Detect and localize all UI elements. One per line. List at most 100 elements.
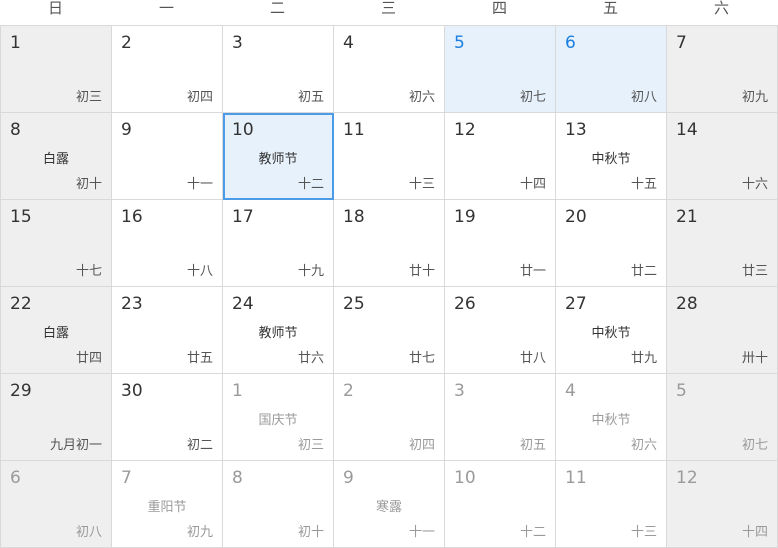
day-number: 8	[232, 468, 243, 488]
day-cell[interactable]: 21 廿三	[667, 200, 778, 287]
day-cell[interactable]: 1 国庆节 初三	[223, 374, 334, 461]
day-cell[interactable]: 20 廿二	[556, 200, 667, 287]
day-cell[interactable]: 24 教师节廿六	[223, 287, 334, 374]
lunar-date: 廿九	[630, 351, 657, 366]
day-cell[interactable]: 4 中秋节 初六	[556, 374, 667, 461]
day-cell[interactable]: 5 初七	[445, 26, 556, 113]
day-cell[interactable]: 13 中秋节 十五	[556, 113, 667, 200]
day-number: 23	[121, 294, 143, 314]
lunar-date: 十一	[186, 177, 213, 192]
day-cell[interactable]: 17 十九	[223, 200, 334, 287]
lunar-date: 十二	[297, 177, 324, 192]
day-cell[interactable]: 6 初八	[556, 26, 667, 113]
day-number: 22	[10, 294, 32, 314]
day-cell[interactable]: 7 重阳节 初九	[112, 461, 223, 548]
day-number: 5	[676, 381, 687, 401]
lunar-date: 初六	[630, 438, 657, 453]
lunar-date: 十四	[741, 525, 768, 540]
day-cell[interactable]: 8 初十	[223, 461, 334, 548]
festival-label: 白露	[42, 152, 69, 167]
day-number: 3	[232, 33, 243, 53]
day-number: 11	[565, 468, 587, 488]
day-cell[interactable]: 6 初八	[1, 461, 112, 548]
festival-label: 中秋节	[591, 326, 631, 341]
lunar-date: 初八	[630, 90, 657, 105]
festival-label: 重阳节	[147, 500, 187, 515]
festival-label: 中秋节	[591, 152, 631, 167]
day-cell[interactable]: 7 初九	[667, 26, 778, 113]
day-cell[interactable]: 12 十四	[667, 461, 778, 548]
lunar-date: 十六	[741, 177, 768, 192]
weekday-fri: 五	[602, 0, 618, 17]
day-cell[interactable]: 8 白露 初十	[1, 113, 112, 200]
day-number: 24	[232, 294, 254, 314]
lunar-date: 十四	[519, 177, 546, 192]
lunar-date: 初十	[297, 525, 324, 540]
day-cell[interactable]: 2 初四	[112, 26, 223, 113]
day-number: 8	[10, 120, 21, 140]
day-number: 1	[10, 33, 21, 53]
day-cell[interactable]: 18 廿十	[334, 200, 445, 287]
day-cell[interactable]: 26 廿八	[445, 287, 556, 374]
day-cell[interactable]: 11 十三	[556, 461, 667, 548]
lunar-date: 初八	[75, 525, 102, 540]
day-number: 3	[454, 381, 465, 401]
lunar-date: 十八	[186, 264, 213, 279]
day-cell[interactable]: 2 初四	[334, 374, 445, 461]
day-cell[interactable]: 9 十一	[112, 113, 223, 200]
day-cell[interactable]: 14 十六	[667, 113, 778, 200]
weekday-sun: 日	[47, 0, 63, 17]
day-number: 2	[343, 381, 354, 401]
day-cell[interactable]: 12 十四	[445, 113, 556, 200]
festival-label: 国庆节	[258, 413, 298, 428]
day-cell[interactable]: 10 十二	[445, 461, 556, 548]
day-number: 27	[565, 294, 587, 314]
weekday-sat: 六	[713, 0, 729, 17]
day-cell[interactable]: 25 廿七	[334, 287, 445, 374]
lunar-date: 十九	[297, 264, 324, 279]
day-number: 11	[343, 120, 365, 140]
day-cell[interactable]: 29 九月初一	[1, 374, 112, 461]
day-number: 5	[454, 33, 465, 53]
day-number: 9	[121, 120, 132, 140]
day-cell[interactable]: 5 初七	[667, 374, 778, 461]
lunar-date: 初七	[519, 90, 546, 105]
lunar-date: 初四	[408, 438, 435, 453]
day-cell[interactable]: 28 卅十	[667, 287, 778, 374]
lunar-date: 初六	[408, 90, 435, 105]
day-cell[interactable]: 11 十三	[334, 113, 445, 200]
lunar-date: 初二	[186, 438, 213, 453]
day-cell[interactable]: 22 白露 廿四	[1, 287, 112, 374]
day-cell[interactable]: 16 十八	[112, 200, 223, 287]
day-number: 9	[343, 468, 354, 488]
lunar-date: 廿七	[408, 351, 435, 366]
day-cell[interactable]: 23 廿五	[112, 287, 223, 374]
day-number: 18	[343, 207, 365, 227]
festival-label: 白露	[42, 326, 69, 341]
day-cell[interactable]: 3 初五	[223, 26, 334, 113]
day-number: 29	[10, 381, 32, 401]
lunar-date: 廿六	[297, 351, 324, 366]
festival-label: 教师节	[258, 326, 298, 341]
day-number: 7	[121, 468, 132, 488]
day-cell[interactable]: 4 初六	[334, 26, 445, 113]
day-number: 21	[676, 207, 698, 227]
day-cell[interactable]: 1 初三	[1, 26, 112, 113]
day-cell[interactable]: 3 初五	[445, 374, 556, 461]
day-number: 12	[676, 468, 698, 488]
day-cell[interactable]: 15 十七	[1, 200, 112, 287]
weekday-thu: 四	[491, 0, 507, 17]
lunar-date: 廿十	[408, 264, 435, 279]
day-cell[interactable]: 30 初二	[112, 374, 223, 461]
day-cell[interactable]: 27 中秋节廿九	[556, 287, 667, 374]
day-cell[interactable]: 9 寒露 十一	[334, 461, 445, 548]
day-number: 19	[454, 207, 476, 227]
lunar-date: 廿二	[630, 264, 657, 279]
lunar-date: 初四	[186, 90, 213, 105]
day-number: 7	[676, 33, 687, 53]
day-cell[interactable]: 19 廿一	[445, 200, 556, 287]
lunar-date: 初九	[741, 90, 768, 105]
day-cell-selected[interactable]: 10 教师节 十二	[223, 113, 334, 200]
lunar-date: 初五	[519, 438, 546, 453]
